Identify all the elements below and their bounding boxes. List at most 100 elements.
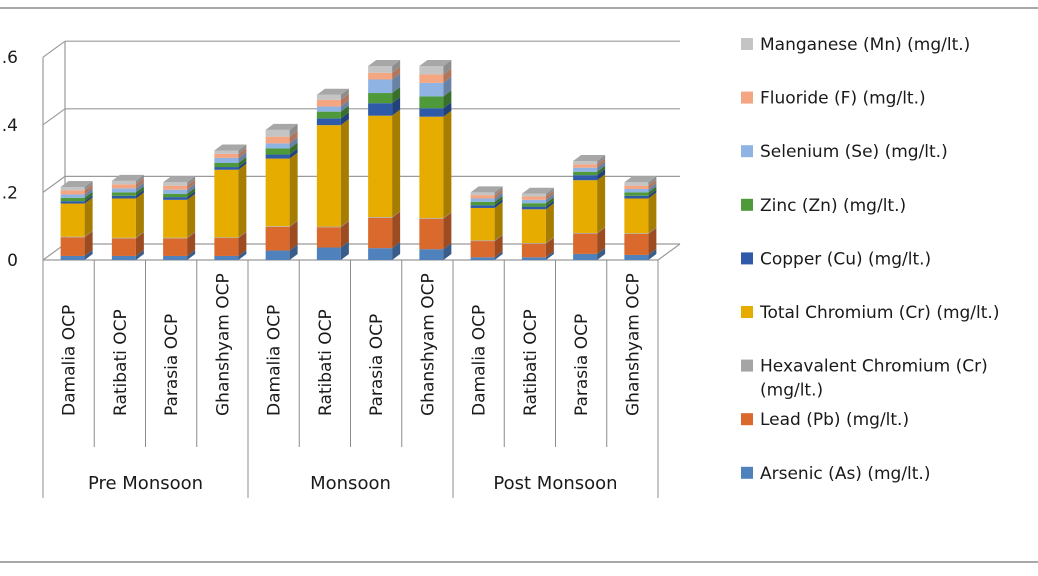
bar-segment-side bbox=[443, 102, 452, 117]
bar-segment-side bbox=[597, 247, 606, 260]
bar-segment-side bbox=[392, 66, 401, 80]
floor-right-edge bbox=[657, 243, 681, 261]
bar-segment bbox=[419, 218, 444, 250]
bar-segment bbox=[163, 193, 188, 198]
legend-item: Total Chromium (Cr) (mg/lt.) bbox=[741, 303, 999, 323]
group-label: Monsoon bbox=[310, 473, 391, 494]
bar-segment bbox=[521, 209, 546, 244]
bar-segment-side bbox=[84, 191, 93, 202]
bar-segment-side bbox=[443, 90, 452, 109]
bar-stack bbox=[265, 123, 298, 260]
bar-segment-side bbox=[392, 73, 401, 94]
bar-segment bbox=[521, 243, 546, 258]
bar-stack bbox=[214, 144, 247, 260]
category-label: Damalia OCP bbox=[265, 305, 285, 416]
bar-top-face bbox=[470, 186, 503, 193]
bar-segment-side bbox=[289, 137, 298, 149]
bar-segment bbox=[624, 192, 649, 196]
category-label: Ghanshyam OCP bbox=[213, 273, 233, 416]
bar-segment-side bbox=[289, 152, 298, 227]
bar-segment bbox=[60, 201, 85, 204]
bar-segment bbox=[163, 182, 188, 186]
bar-segment bbox=[214, 153, 239, 158]
bar-segment-side bbox=[238, 249, 247, 260]
bar-segment-side bbox=[187, 232, 196, 256]
bar-segment bbox=[111, 195, 136, 199]
bar-segment-side bbox=[238, 231, 247, 239]
bar-segment bbox=[419, 96, 444, 109]
bar-segment-side bbox=[597, 169, 606, 181]
bar-segment-side bbox=[238, 147, 247, 158]
legend-label: Hexavalent Chromium (Cr) (mg/lt.) bbox=[760, 357, 988, 401]
bar-segment-side bbox=[494, 235, 503, 258]
bar-segment-side bbox=[340, 220, 349, 228]
bar-segment bbox=[316, 94, 341, 100]
bar-segment-side bbox=[135, 249, 144, 260]
bar-segment-side bbox=[392, 242, 401, 260]
bar-segment bbox=[214, 162, 239, 168]
bar-segment bbox=[624, 254, 649, 260]
group-label: Pre Monsoon bbox=[88, 473, 203, 494]
bar-segment bbox=[214, 157, 239, 163]
bar-segment-side bbox=[289, 244, 298, 260]
bar-segment-side bbox=[597, 227, 606, 254]
legend-swatch bbox=[741, 91, 753, 104]
legend-label-line: Hexavalent Chromium (Cr) bbox=[760, 357, 988, 377]
bar-segment-side bbox=[238, 144, 247, 154]
bar-segment-side bbox=[597, 226, 606, 234]
bar-segment bbox=[265, 143, 290, 149]
bar-segment-side bbox=[648, 227, 657, 234]
bar-segment-side bbox=[443, 76, 452, 97]
legend-label: Fluoride (F) (mg/lt.) bbox=[760, 89, 926, 109]
bar-segment bbox=[624, 195, 649, 199]
legend-label: Copper (Cu) (mg/lt.) bbox=[760, 249, 931, 269]
bar-segment bbox=[60, 190, 85, 195]
category-label: Ratibati OCP bbox=[521, 309, 541, 416]
bar-stack bbox=[163, 176, 196, 260]
bar-segment bbox=[316, 118, 341, 126]
bar-segment-side bbox=[187, 249, 196, 260]
bar-segment-side bbox=[494, 192, 503, 202]
bar-segment bbox=[624, 182, 649, 186]
bar-segment bbox=[521, 257, 546, 260]
bar-top-face bbox=[624, 176, 657, 183]
bar-segment bbox=[316, 111, 341, 119]
bar-segment-side bbox=[340, 241, 349, 260]
bar-segment bbox=[368, 248, 393, 260]
legend-label: Total Chromium (Cr) (mg/lt.) bbox=[759, 303, 999, 323]
bar-top-face bbox=[368, 59, 401, 66]
bar-segment bbox=[624, 233, 649, 255]
bar-segment-side bbox=[84, 188, 93, 198]
bar-segment-side bbox=[84, 230, 93, 238]
bar-segment-side bbox=[443, 243, 452, 260]
bar-segment bbox=[163, 237, 188, 239]
bar-segment bbox=[60, 236, 85, 238]
bar-segment-side bbox=[340, 112, 349, 126]
bar-segment-side bbox=[187, 176, 196, 186]
bar-segment-side bbox=[545, 200, 554, 210]
bar-segment-side bbox=[135, 231, 144, 239]
bar-segment-side bbox=[597, 165, 606, 176]
bar-top-face bbox=[265, 123, 298, 130]
bar-segment bbox=[60, 186, 85, 191]
bar-segment-side bbox=[443, 68, 452, 83]
bar-segment-side bbox=[494, 199, 503, 208]
bar-segment-side bbox=[84, 197, 93, 237]
bar-segment bbox=[521, 206, 546, 210]
category-label: Ghanshyam OCP bbox=[623, 273, 643, 416]
bar-segment bbox=[111, 180, 136, 185]
bar-segment bbox=[573, 164, 598, 168]
bar-stack bbox=[60, 180, 93, 260]
bar-segment-side bbox=[187, 193, 196, 238]
bar-segment bbox=[316, 125, 341, 227]
bar-segment-side bbox=[597, 158, 606, 168]
legend-label: Lead (Pb) (mg/lt.) bbox=[760, 410, 909, 430]
bar-segment bbox=[214, 169, 239, 238]
bar-segment bbox=[470, 201, 495, 206]
bar-segment-side bbox=[135, 189, 144, 199]
bar-segment-side bbox=[597, 161, 606, 172]
bar-segment-side bbox=[648, 248, 657, 260]
bar-segment bbox=[111, 255, 136, 260]
bar-segment-side bbox=[392, 59, 401, 73]
